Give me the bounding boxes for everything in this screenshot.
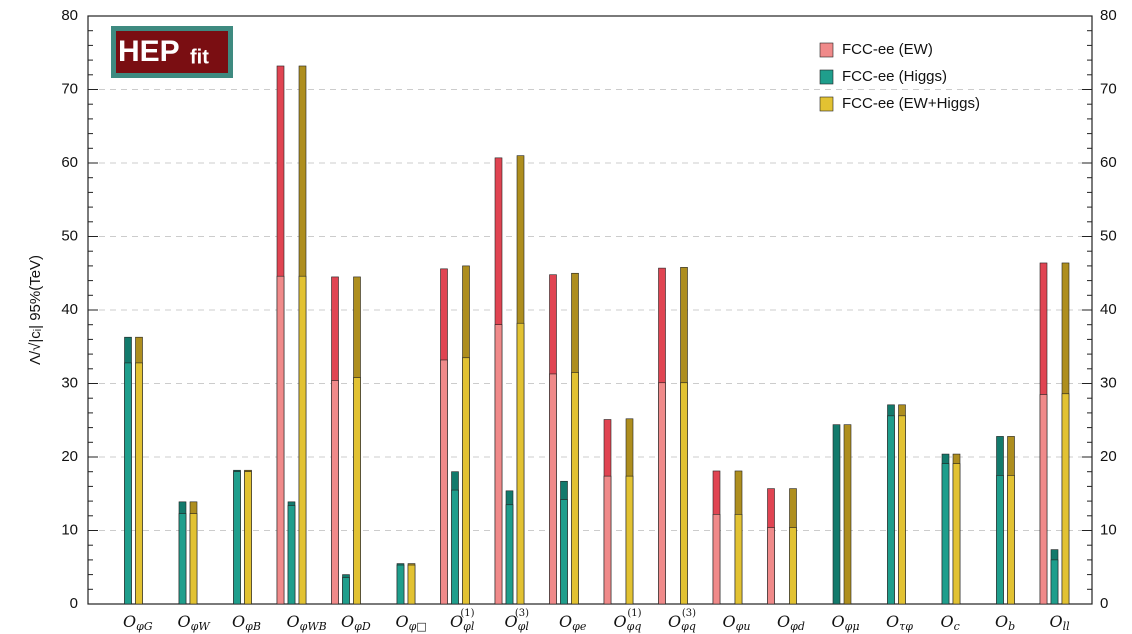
y-tick-label: 80 [61, 7, 78, 24]
bar-inner [494, 324, 503, 605]
bar-inner [734, 514, 743, 605]
bar-inner [1050, 559, 1059, 605]
logo-text: fit [190, 46, 209, 68]
bar-inner [560, 499, 568, 605]
bar-inner [625, 475, 634, 605]
bar-inner [571, 372, 579, 605]
bar-inner [680, 382, 688, 605]
bar-inner [331, 380, 339, 605]
bar-inner [451, 489, 459, 605]
bar-inner [887, 415, 895, 605]
bar-inner [233, 471, 241, 605]
bar-inner [1039, 394, 1048, 605]
legend-swatch [819, 42, 834, 58]
bar-inner [1007, 475, 1015, 605]
logo-text: HEP [118, 35, 180, 68]
x-tick-label: Oφq(1) [614, 608, 642, 634]
bar [832, 424, 841, 605]
y-tick-label: 50 [61, 227, 78, 244]
x-tick-label: Oφe [559, 612, 587, 634]
bar-inner [952, 463, 961, 605]
x-tick-label: Oφd [777, 612, 805, 634]
legend-swatch [819, 69, 834, 85]
bar-inner [440, 359, 448, 605]
y-tick-label: 20 [61, 448, 78, 465]
x-tick-label: Oφu [723, 612, 751, 634]
bar-inner [505, 504, 514, 605]
x-tick-label: OφD [341, 612, 371, 634]
y2-tick-label: 50 [1100, 227, 1117, 244]
x-tick-label: OφB [232, 612, 261, 634]
x-tick-label: Oφ□ [396, 612, 427, 634]
bar-inner [789, 527, 797, 605]
logo-bg [116, 31, 228, 73]
y-tick-label: 40 [61, 301, 78, 318]
y2-tick-label: 60 [1100, 154, 1117, 171]
bar-inner [396, 564, 405, 605]
y-tick-label: 30 [61, 374, 78, 391]
y-tick-label: 0 [70, 595, 78, 612]
y-tick-label: 70 [61, 80, 78, 97]
bar-inner [287, 505, 296, 605]
bar-inner [276, 275, 285, 605]
bar-inner [124, 362, 132, 605]
bar-inner [407, 564, 416, 605]
bar-inner [712, 514, 721, 605]
bar-inner [244, 471, 252, 605]
bar-inner [898, 415, 906, 605]
bar-inner [941, 463, 950, 605]
y2-tick-label: 70 [1100, 80, 1117, 97]
bar-inner [189, 513, 198, 605]
legend-label: FCC-ee (Higgs) [842, 68, 947, 85]
y2-tick-label: 10 [1100, 521, 1117, 538]
x-tick-label: OφWB [287, 612, 327, 634]
bar-inner [342, 577, 350, 605]
x-tick-label: OφW [178, 612, 212, 634]
x-tick-label: Oφq(3) [668, 608, 696, 634]
bar-inner [603, 475, 612, 605]
legend-swatch [819, 96, 834, 112]
x-tick-label: Oc [941, 612, 960, 634]
legend-label: FCC-ee (EW+Higgs) [842, 95, 980, 112]
bar-inner [135, 362, 143, 605]
x-tick-label: Oll [1050, 612, 1071, 634]
y2-tick-label: 40 [1100, 301, 1117, 318]
y2-tick-label: 0 [1100, 595, 1108, 612]
bar-inner [462, 357, 470, 605]
y2-tick-label: 80 [1100, 7, 1117, 24]
bar-inner [298, 275, 307, 605]
x-tick-label: Oφl(3) [505, 608, 530, 634]
bar-inner [516, 322, 525, 605]
x-tick-label: Ob [995, 612, 1015, 634]
legend-label: FCC-ee (EW) [842, 41, 933, 58]
y-tick-label: 10 [61, 521, 78, 538]
bar-inner [549, 373, 557, 605]
bar-inner [996, 475, 1004, 605]
y-axis-label: Λ/√|cᵢ| 95%(TeV) [27, 255, 44, 365]
y-tick-label: 60 [61, 154, 78, 171]
x-tick-label: Oτφ [886, 612, 913, 634]
bar [843, 424, 852, 605]
y2-tick-label: 30 [1100, 374, 1117, 391]
logo: HEP fit [111, 26, 233, 78]
bar-inner [658, 382, 666, 605]
bar-inner [1061, 393, 1070, 605]
x-tick-label: Oφμ [832, 612, 860, 634]
y2-tick-label: 20 [1100, 448, 1117, 465]
x-tick-label: OφG [123, 612, 153, 634]
x-tick-label: Oφl(1) [450, 608, 475, 634]
bar-inner [767, 527, 775, 605]
bar-inner [178, 513, 187, 605]
bar-inner [353, 377, 361, 605]
